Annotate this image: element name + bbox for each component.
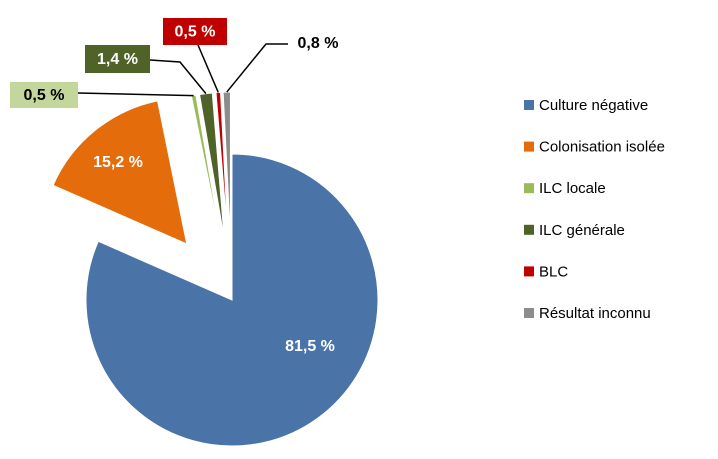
legend-swatch <box>524 141 534 152</box>
leader-line <box>149 59 207 95</box>
legend-swatch <box>524 266 534 277</box>
label-box <box>10 82 78 108</box>
leader-line <box>77 92 194 97</box>
value-label: 15,2 % <box>93 154 143 171</box>
leader-line <box>197 44 219 93</box>
leader-line <box>226 43 288 93</box>
legend-swatch <box>524 224 534 235</box>
value-label: 81,5 % <box>285 338 335 355</box>
legend-swatch <box>524 308 534 318</box>
value-label: 0,5 % <box>175 24 216 41</box>
value-label: 0,5 % <box>24 87 65 104</box>
legend-swatch <box>524 100 534 110</box>
value-label: 0,8 % <box>298 35 339 52</box>
legend-label: BLC <box>539 263 568 280</box>
legend-label: ILC générale <box>539 222 625 239</box>
pie-slice <box>85 153 379 447</box>
legend-label: Résultat inconnu <box>539 305 651 322</box>
pie-slice <box>222 91 231 239</box>
legend-label: Culture négative <box>539 97 648 114</box>
value-label: 1,4 % <box>97 51 138 68</box>
label-box <box>85 45 150 73</box>
legend-label: Colonisation isolée <box>539 139 665 156</box>
legend-label: ILC locale <box>539 180 606 197</box>
pie-slice <box>52 100 188 245</box>
legend-swatch <box>524 183 534 194</box>
label-box <box>163 18 227 45</box>
